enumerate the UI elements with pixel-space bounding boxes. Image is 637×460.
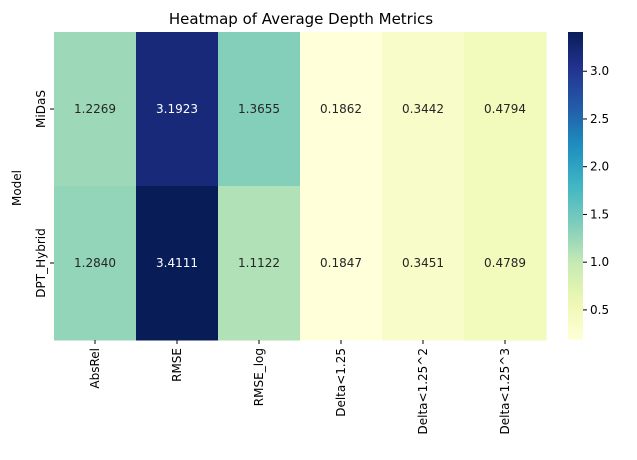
cell-value-label: 1.1122: [238, 256, 280, 270]
cell-value-label: 0.1862: [320, 102, 362, 116]
y-tick-label: DPT_Hybrid: [34, 228, 48, 297]
colorbar-tick-label: 2.0: [590, 160, 609, 174]
cell-value-labels: 1.2269 3.1923 1.3655 0.1862 0.3442 0.4794 1.28…: [74, 102, 526, 270]
y-axis-ticks: MiDaS DPT_Hybrid: [34, 90, 54, 298]
x-tick-label: AbsRel: [88, 348, 102, 389]
heatmap-cell: [54, 32, 137, 187]
heatmap-cell: [218, 32, 301, 187]
colorbar: 0.5 1.0 1.5 2.0 2.5 3.0: [568, 32, 609, 340]
x-tick-label: RMSE_log: [252, 348, 266, 406]
x-tick-label: Delta<1.25: [334, 348, 348, 417]
colorbar-tick-label: 3.0: [590, 64, 609, 78]
colorbar-tick-label: 1.0: [590, 255, 609, 269]
cell-value-label: 0.3451: [402, 256, 444, 270]
y-tick-label: MiDaS: [34, 90, 48, 128]
heatmap-cell: [54, 186, 137, 341]
cell-value-label: 0.4789: [484, 256, 526, 270]
cell-value-label: 3.1923: [156, 102, 198, 116]
x-tick-label: RMSE: [170, 348, 184, 382]
cell-value-label: 1.2269: [74, 102, 116, 116]
colorbar-gradient: [568, 32, 583, 340]
cell-value-label: 1.2840: [74, 256, 116, 270]
heatmap-cell: [382, 186, 465, 341]
heatmap-cell: [464, 32, 547, 187]
heatmap-cell: [136, 186, 219, 341]
cell-value-label: 0.3442: [402, 102, 444, 116]
y-axis-label: Model: [10, 170, 24, 206]
x-axis-ticks: AbsRel RMSE RMSE_log Delta<1.25 Delta<1.25^2…: [88, 340, 512, 434]
heatmap-cell: [136, 32, 219, 187]
x-tick-label: Delta<1.25^3: [498, 348, 512, 434]
heatmap-cell: [464, 186, 547, 341]
cell-value-label: 0.4794: [484, 102, 526, 116]
x-tick-label: Delta<1.25^2: [416, 348, 430, 434]
colorbar-tick-label: 0.5: [590, 303, 609, 317]
heatmap-cells: [54, 32, 547, 341]
heatmap-cell: [300, 32, 383, 187]
chart-title: Heatmap of Average Depth Metrics: [169, 10, 433, 28]
colorbar-tick-label: 2.5: [590, 112, 609, 126]
cell-value-label: 0.1847: [320, 256, 362, 270]
heatmap-cell: [218, 186, 301, 341]
colorbar-tick-label: 1.5: [590, 207, 609, 221]
cell-value-label: 3.4111: [156, 256, 198, 270]
heatmap-cell: [300, 186, 383, 341]
heatmap-cell: [382, 32, 465, 187]
cell-value-label: 1.3655: [238, 102, 280, 116]
